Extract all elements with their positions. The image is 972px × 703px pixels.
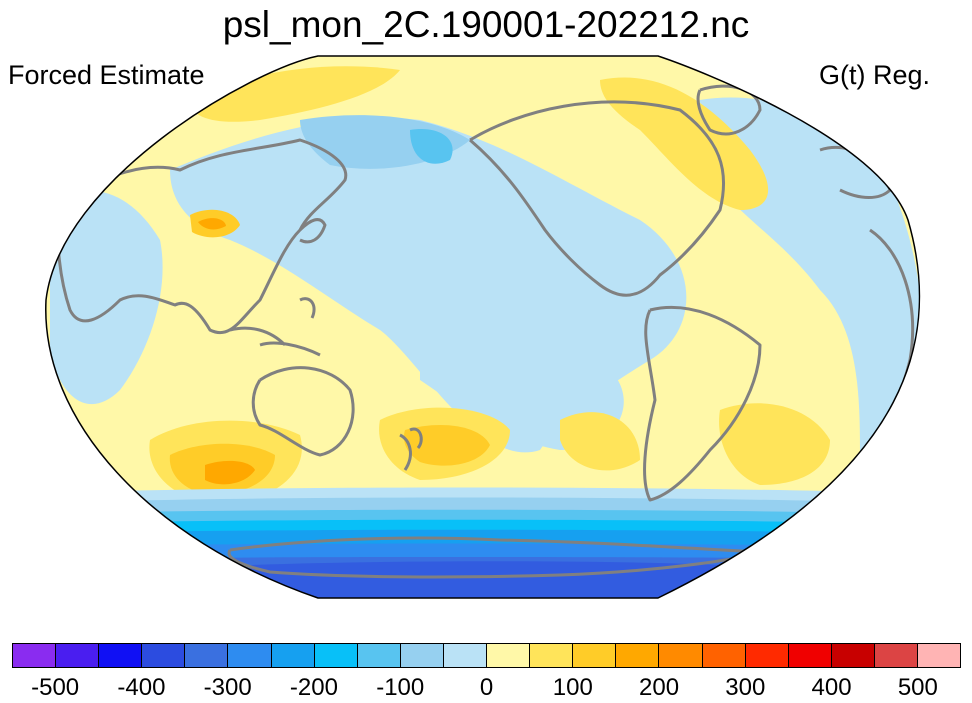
colorbar-tick-label: 400 <box>811 674 852 701</box>
eurasia-coast <box>56 138 348 335</box>
australia-coast <box>251 366 355 457</box>
colorbar-segment <box>400 644 444 667</box>
left-subtitle: Forced Estimate <box>8 60 205 90</box>
new-zealand-coast <box>399 427 423 471</box>
colorbar-tick-label: 100 <box>552 674 593 701</box>
colorbar-segment <box>271 644 315 667</box>
colorbar-segment <box>874 644 918 667</box>
colorbar-segment <box>99 644 143 667</box>
globe-outline <box>45 55 921 599</box>
greenland-high <box>600 77 769 210</box>
colorbar-segment <box>702 644 746 667</box>
colorbar-segment <box>616 644 660 667</box>
colorbar-segment <box>487 644 531 667</box>
colorbar-tick-label: -200 <box>289 674 338 701</box>
colorbar-segment <box>142 644 186 667</box>
se-asia-islands <box>229 297 321 357</box>
colorbar-segment <box>745 644 789 667</box>
colorbar <box>12 643 961 668</box>
colorbar-segment <box>13 644 57 667</box>
colorbar-tick-label: -400 <box>117 674 166 701</box>
south-america-coast <box>643 305 762 502</box>
colorbar-tick-label: 500 <box>897 674 938 701</box>
aleutian-low <box>410 129 453 164</box>
colorbar-segment <box>443 644 488 667</box>
map-title: psl_mon_2C.190001-202212.nc <box>222 4 750 45</box>
colorbar-segment <box>185 644 229 667</box>
colorbar-segment <box>530 644 574 667</box>
colorbar-segment <box>357 644 401 667</box>
right-subtitle: G(t) Reg. <box>818 60 930 90</box>
colorbar-tick-label: 0 <box>479 674 494 701</box>
colorbar-tick-label: -100 <box>376 674 425 701</box>
east-pacific-high <box>560 412 640 471</box>
colorbar-tick-label: 300 <box>725 674 766 701</box>
colorbar-segment <box>831 644 875 667</box>
colorbar-tick-label: 200 <box>639 674 680 701</box>
japan-coast <box>298 218 327 244</box>
west-pacific-blue <box>50 190 163 405</box>
colorbar-tick-label: -500 <box>31 674 80 701</box>
colorbar-segment <box>56 644 100 667</box>
colorbar-segment <box>228 644 272 667</box>
colorbar-segment <box>314 644 358 667</box>
north-america-coast <box>469 100 726 297</box>
south-atlantic-high <box>719 403 830 485</box>
colorbar-segment <box>788 644 832 667</box>
colorbar-tick-label: -300 <box>203 674 252 701</box>
colorbar-segment <box>917 644 961 667</box>
colorbar-segment <box>659 644 703 667</box>
colorbar-segment <box>573 644 617 667</box>
